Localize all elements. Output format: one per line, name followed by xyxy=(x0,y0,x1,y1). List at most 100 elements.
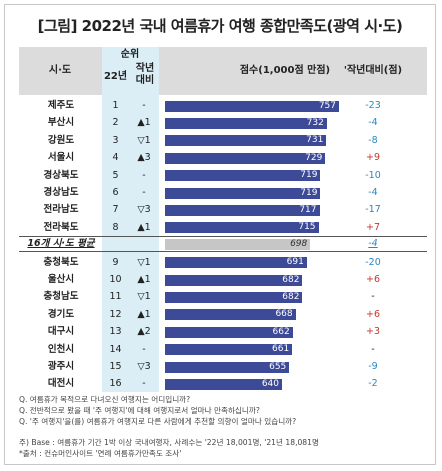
region-label: 충청남도 xyxy=(43,291,79,303)
change-value: - xyxy=(371,343,375,355)
change-value: -4 xyxy=(368,238,378,250)
note-line: 주) Base : 여름휴가 기간 1박 이상 국내여행자, 사례수는 '22년… xyxy=(19,438,319,447)
rank-value: 3 xyxy=(112,134,119,146)
change-value: +3 xyxy=(365,326,380,338)
rank-value: 8 xyxy=(112,221,119,233)
score-bar: 757 xyxy=(165,100,339,112)
rank-value: 14 xyxy=(109,343,122,355)
note-line: *출처 : 컨슈머인사이트 '연례 여름휴가만족도 조사' xyxy=(19,449,182,458)
change-value: +7 xyxy=(365,221,380,233)
score-bar: 729 xyxy=(165,152,326,164)
region-label: 인천시 xyxy=(47,343,75,355)
score-bar: 715 xyxy=(165,222,319,234)
region-label: 충청북도 xyxy=(43,256,79,268)
score-bar: 732 xyxy=(165,117,327,129)
average-bar: 698 xyxy=(165,238,311,250)
region-label: 경상북도 xyxy=(43,169,79,181)
rank-move: ▲3 xyxy=(137,152,151,164)
score-bar: 682 xyxy=(165,274,303,286)
change-value: -23 xyxy=(365,100,381,111)
region-label: 울산시 xyxy=(47,274,75,285)
rank-move: ▲1 xyxy=(137,308,151,320)
score-bar: 682 xyxy=(165,291,303,303)
change-value: -10 xyxy=(365,169,381,181)
change-value: +6 xyxy=(365,308,380,320)
rank-value: 10 xyxy=(109,274,122,285)
rank-move: - xyxy=(142,169,146,181)
region-label: 대구시 xyxy=(47,326,75,338)
rank-move: ▽1 xyxy=(137,291,151,303)
footnotes: Q. 여름휴가 목적으로 다녀오신 여행지는 어디입니까? Q. 전반적으로 봤… xyxy=(19,394,429,459)
region-label: 경상남도 xyxy=(43,187,79,198)
region-label: 강원도 xyxy=(47,134,75,146)
rank-value: 4 xyxy=(112,152,119,164)
region-label: 대전시 xyxy=(47,378,75,390)
region-label: 서울시 xyxy=(47,152,75,164)
rank-value: 13 xyxy=(109,326,122,338)
score-bar: 731 xyxy=(165,135,327,147)
rank-column-band xyxy=(102,47,159,392)
rank-move: ▲2 xyxy=(137,326,151,338)
rank-move: - xyxy=(142,187,146,198)
change-value: -4 xyxy=(368,117,378,129)
rank-value: 11 xyxy=(109,291,122,303)
score-bar: 717 xyxy=(165,204,320,216)
header-rank22: 22년 xyxy=(103,71,128,82)
score-bar: 655 xyxy=(165,361,290,373)
score-bar: 668 xyxy=(165,309,296,321)
rank-value: 15 xyxy=(109,361,122,372)
rank-move: ▽3 xyxy=(137,204,151,216)
rank-move: - xyxy=(142,100,146,111)
rank-value: 9 xyxy=(112,256,119,268)
rank-value: 12 xyxy=(109,308,122,320)
region-label: 전라북도 xyxy=(43,221,79,233)
rank-value: 7 xyxy=(112,204,119,216)
header-change: '작년대비(점) xyxy=(343,65,403,76)
rank-move: ▲1 xyxy=(137,274,151,285)
note-line: Q. '주 여행지'을(를) 여름휴가 여행지로 다른 사람에게 추천할 의향이… xyxy=(19,417,297,426)
header-score: 점수(1,000점 만점) xyxy=(239,65,331,76)
region-label: 전라남도 xyxy=(43,204,79,216)
change-value: -2 xyxy=(368,378,378,390)
rank-value: 6 xyxy=(112,187,119,198)
change-value: -17 xyxy=(365,204,381,216)
note-line: Q. 전반적으로 봤을 때 '주 여행지'에 대해 여행지로서 얼마나 만족하십… xyxy=(19,406,260,415)
rank-value: 16 xyxy=(109,378,122,390)
header-prev-rank: 작년 대비 xyxy=(135,63,155,86)
change-value: - xyxy=(371,291,375,303)
rank-move: - xyxy=(142,343,146,355)
score-bar: 719 xyxy=(165,170,321,182)
change-value: -9 xyxy=(368,361,378,372)
region-label: 제주도 xyxy=(47,100,75,111)
rank-value: 1 xyxy=(112,100,119,111)
region-label: 부산시 xyxy=(47,117,75,129)
score-bar: 661 xyxy=(165,344,293,356)
chart-frame: [그림] 2022년 국내 여름휴가 여행 종합만족도(광역 시·도) 시·도 … xyxy=(4,4,436,465)
score-bar: 640 xyxy=(165,378,282,390)
rank-value: 5 xyxy=(112,169,119,181)
chart-title: [그림] 2022년 국내 여름휴가 여행 종합만족도(광역 시·도) xyxy=(37,17,403,35)
region-label: 광주시 xyxy=(47,361,75,372)
rank-move: ▲1 xyxy=(137,221,151,233)
region-label: 경기도 xyxy=(47,308,75,320)
rank-move: ▽1 xyxy=(137,256,151,268)
rank-move: ▲1 xyxy=(137,117,151,129)
average-row-box xyxy=(19,236,427,252)
rank-move: ▽1 xyxy=(137,134,151,146)
rank-move: - xyxy=(142,378,146,390)
change-value: +6 xyxy=(365,274,380,285)
change-value: -8 xyxy=(368,134,378,146)
header-band xyxy=(19,47,427,95)
score-bar: 662 xyxy=(165,326,293,338)
note-line: Q. 여름휴가 목적으로 다녀오신 여행지는 어디입니까? xyxy=(19,395,191,404)
score-bar: 691 xyxy=(165,257,307,269)
change-value: +9 xyxy=(365,152,380,164)
header-region: 시·도 xyxy=(48,65,72,76)
header-rank-group: 순위 xyxy=(120,49,140,60)
change-value: -20 xyxy=(365,256,381,268)
change-value: -4 xyxy=(368,187,378,198)
rank-move: ▽3 xyxy=(137,361,151,372)
average-label: 16개 시·도 평균 xyxy=(27,238,95,250)
rank-value: 2 xyxy=(112,117,119,129)
score-bar: 719 xyxy=(165,187,321,199)
